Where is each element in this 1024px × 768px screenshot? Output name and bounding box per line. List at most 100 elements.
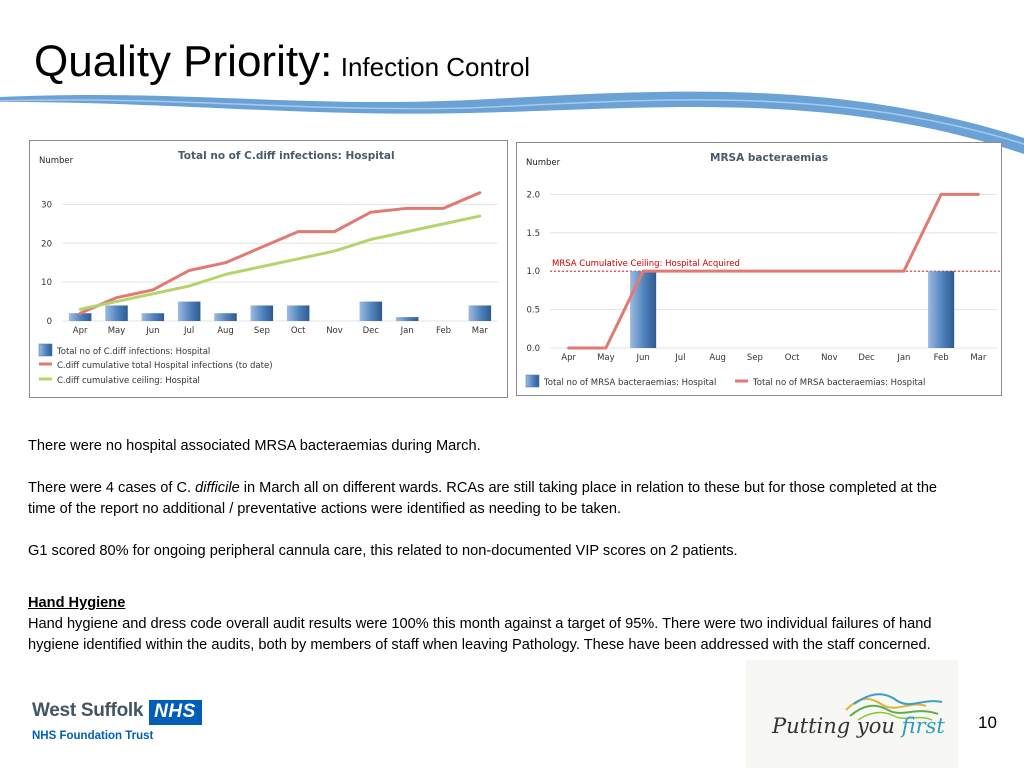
line-point — [479, 191, 481, 194]
slogan-a: Putting you — [772, 714, 902, 738]
series-line — [78, 191, 482, 315]
line-point — [333, 250, 336, 252]
y-tick-label: 10 — [41, 278, 52, 288]
x-tick-label: Dec — [858, 353, 875, 363]
x-tick-label: Apr — [561, 353, 576, 363]
line-point — [224, 273, 227, 276]
x-tick-label: Sep — [254, 326, 270, 336]
series-line — [78, 214, 482, 311]
paragraph-cdiff: There were 4 cases of C. difficile in Ma… — [28, 478, 938, 520]
line-point — [152, 289, 154, 291]
bar — [395, 317, 419, 321]
chart-title: Total no of C.diff infections: Hospital — [178, 150, 395, 162]
line-point — [115, 296, 118, 299]
putting-you-first-logo: Putting you first — [746, 660, 958, 768]
x-tick-label: Oct — [291, 326, 306, 336]
trust-name: NHS Foundation Trust — [32, 730, 154, 742]
line-point — [297, 230, 299, 233]
line-point — [567, 347, 570, 349]
x-tick-label: Jul — [674, 353, 685, 363]
bar — [250, 305, 274, 321]
cdiff-chart: Total no of C.diff infections: Hospital N… — [38, 150, 498, 386]
x-tick-label: Jan — [896, 353, 910, 363]
x-tick-label: Jun — [145, 326, 159, 336]
series-line — [567, 192, 980, 350]
y-tick-label: 30 — [41, 200, 52, 210]
x-tick-label: Feb — [436, 326, 451, 336]
bar — [928, 271, 955, 348]
line-point — [115, 300, 118, 303]
x-tick-label: Jul — [183, 326, 194, 336]
line-point — [828, 270, 831, 272]
x-tick-label: Jun — [635, 353, 649, 363]
line-point — [224, 261, 227, 264]
line-point — [406, 207, 408, 210]
line-point — [297, 258, 299, 260]
y-tick-label: 0.0 — [526, 344, 540, 354]
x-tick-label: Mar — [472, 326, 489, 336]
x-tick-label: Nov — [821, 353, 838, 363]
mrsa-chart: MRSA bacteraemias Number 0.0 0.5 1.0 1.5 2.0 Ap… — [525, 152, 1001, 388]
legend-label: Total no of MRSA bacteraemias: Hospital — [543, 378, 716, 388]
hand-hygiene-heading: Hand Hygiene — [28, 595, 126, 611]
legend-label: C.diff cumulative ceiling: Hospital — [57, 376, 200, 386]
bar — [177, 301, 201, 321]
line-point — [406, 230, 408, 233]
y-tick-label: 0 — [47, 317, 52, 327]
line-point — [791, 270, 793, 272]
nhs-badge: NHS — [149, 700, 202, 725]
x-tick-label: Feb — [934, 353, 949, 363]
x-tick-label: Dec — [363, 326, 380, 336]
x-tick-label: May — [108, 326, 126, 336]
legend-label: C.diff cumulative total Hospital infecti… — [57, 361, 273, 371]
slogan: Putting you first — [772, 714, 945, 738]
line-point — [188, 269, 190, 272]
y-tick-label: 1.5 — [526, 229, 540, 239]
y-axis-label: Number — [39, 156, 74, 166]
reference-line-label: MRSA Cumulative Ceiling: Hospital Acquir… — [552, 259, 740, 269]
line-point — [679, 270, 682, 272]
line-point — [370, 238, 372, 241]
line-point — [333, 230, 336, 233]
swirl-logo-icon — [845, 693, 943, 721]
legend-swatch-bar — [525, 374, 540, 388]
bar — [630, 271, 657, 348]
line-point — [79, 308, 81, 311]
x-tick-label: May — [597, 353, 615, 363]
header-swoosh — [0, 91, 1024, 154]
line-point — [642, 270, 644, 272]
bar — [468, 305, 492, 321]
x-tick-label: Mar — [970, 353, 987, 363]
page-number: 10 — [978, 713, 997, 732]
line-point — [261, 246, 263, 248]
line-point — [442, 207, 445, 210]
line-point — [79, 312, 81, 315]
line-point — [605, 347, 607, 349]
x-tick-label: Apr — [73, 326, 88, 336]
legend-label: Total no of MRSA bacteraemias: Hospital — [752, 378, 925, 388]
line-point — [716, 270, 719, 272]
bar — [359, 301, 383, 321]
line-point — [370, 211, 372, 213]
line-point — [754, 270, 756, 272]
west-suffolk-logo: West Suffolk NHS NHS Foundation Trust — [32, 700, 202, 742]
line-point — [940, 193, 942, 196]
title-main: Quality Priority: — [34, 37, 333, 86]
line-point — [865, 270, 868, 272]
mrsa-chart-panel: MRSA bacteraemias Number 0.0 0.5 1.0 1.5 2.0 Ap… — [516, 142, 1002, 396]
cdiff-text-b: in March all on different wards. RCAs ar… — [28, 480, 938, 517]
y-tick-label: 1.0 — [526, 267, 540, 277]
line-point — [903, 270, 905, 272]
line-point — [479, 215, 481, 217]
x-tick-label: Aug — [217, 326, 234, 336]
bar — [286, 305, 310, 321]
y-tick-label: 2.0 — [526, 190, 540, 200]
hand-hygiene-text: Hand hygiene and dress code overall audi… — [28, 616, 932, 653]
y-axis-label: Number — [526, 158, 561, 168]
bar — [68, 313, 92, 321]
chart-title: MRSA bacteraemias — [710, 152, 828, 164]
page-title: Quality Priority: Infection Control — [34, 40, 530, 84]
legend-label: Total no of C.diff infections: Hospital — [56, 347, 210, 357]
cdiff-text-italic: difficile — [195, 480, 240, 496]
legend-swatch-bar — [38, 343, 53, 357]
